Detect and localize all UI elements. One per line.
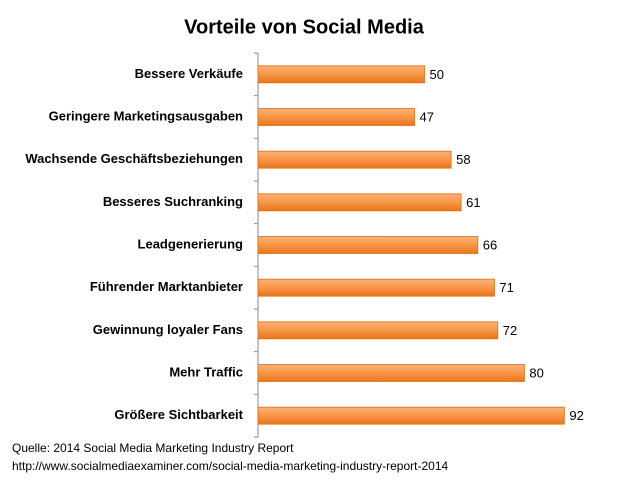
bar xyxy=(257,236,479,254)
value-label: 50 xyxy=(430,67,444,82)
value-label: 80 xyxy=(529,365,543,380)
y-tick-label: Mehr Traffic xyxy=(169,364,243,379)
bar xyxy=(257,321,499,340)
y-tick-label: Wachsende Geschäftsbeziehungen xyxy=(25,151,243,166)
y-tick-label: Leadgenerierung xyxy=(138,236,244,251)
y-tick-label: Bessere Verkäufe xyxy=(135,66,243,81)
value-label: 47 xyxy=(420,109,434,124)
chart-title: Vorteile von Social Media xyxy=(184,16,425,38)
bar xyxy=(257,193,462,212)
y-tick-label: Gewinnung loyaler Fans xyxy=(93,322,243,337)
value-label: 66 xyxy=(483,237,497,252)
value-label: 71 xyxy=(499,280,513,295)
value-label: 72 xyxy=(503,323,517,338)
y-tick-label: Besseres Suchranking xyxy=(103,194,243,209)
bar xyxy=(257,278,495,297)
y-tick-label: Geringere Marketingsausgaben xyxy=(49,108,243,123)
bar xyxy=(257,65,425,84)
y-tick-label: Führender Marktanbieter xyxy=(90,279,243,294)
source-url: http://www.socialmediaexaminer.com/socia… xyxy=(12,459,448,473)
y-tick-label: Größere Sichtbarkeit xyxy=(114,407,243,422)
bar xyxy=(257,150,452,169)
bar xyxy=(257,364,525,382)
bar xyxy=(257,406,565,425)
bar xyxy=(257,108,415,126)
value-label: 61 xyxy=(466,195,480,210)
source: Quelle: 2014 Social Media Marketing Indu… xyxy=(12,441,294,455)
value-label: 92 xyxy=(569,408,583,423)
value-label: 58 xyxy=(456,152,470,167)
